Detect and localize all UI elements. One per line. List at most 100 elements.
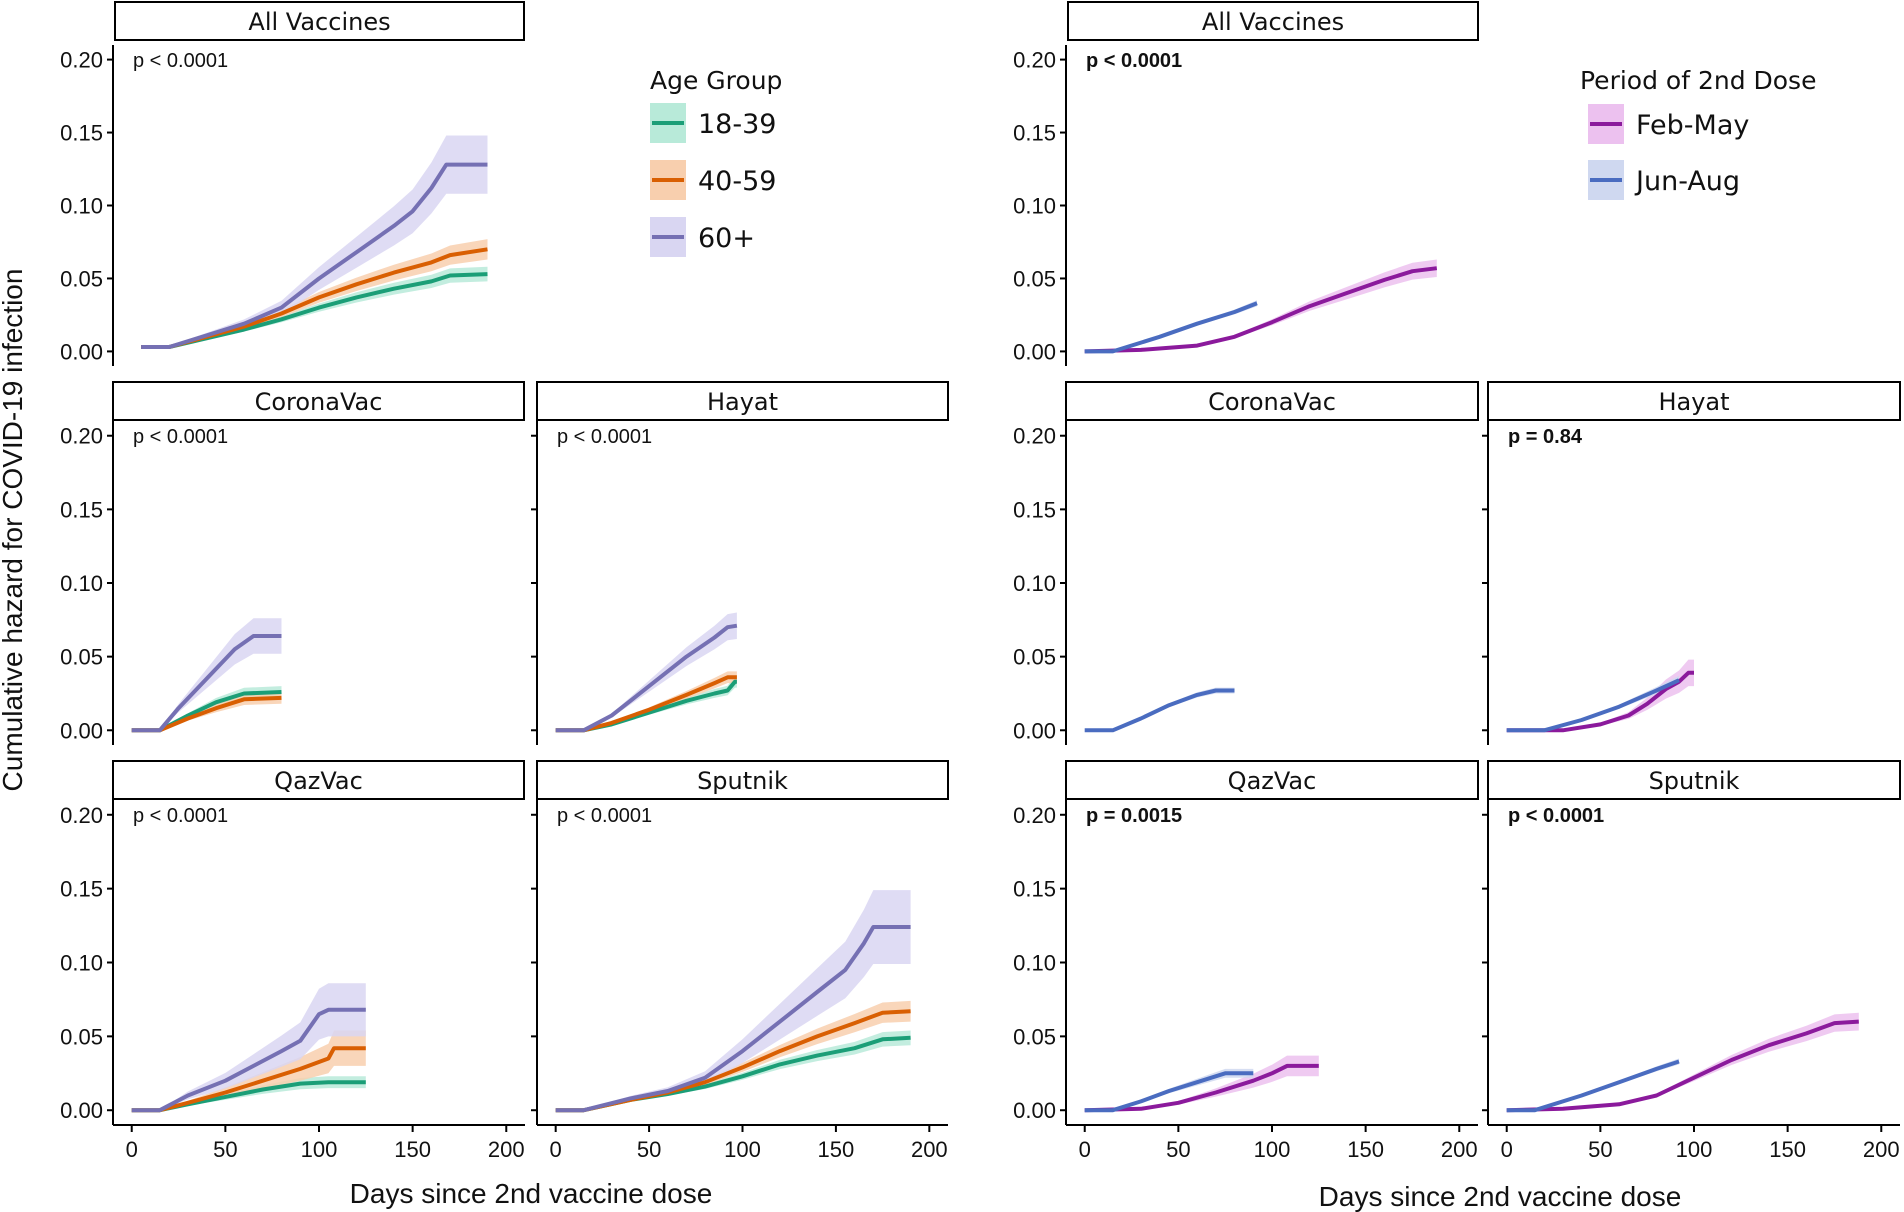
band-Feb-May <box>1506 1012 1859 1111</box>
y-tick-label: 0.10 <box>1013 194 1056 219</box>
legend-label: 18-39 <box>698 109 776 140</box>
legend-period-title: Period of 2nd Dose <box>1580 66 1816 95</box>
panel-3: QazVac 0 50 100 150 200 0.00 0.05 0.10 0.15 0.20 p … <box>60 760 525 1162</box>
y-tick-label: 0.05 <box>1013 266 1056 291</box>
panel-4: Sputnik 0 50 100 150 200 p < 0.0001 <box>531 760 949 1162</box>
band-Feb-May <box>1084 259 1437 352</box>
line-60+ <box>131 1007 366 1113</box>
panel-strip <box>1487 381 1901 421</box>
y-tick-label: 0.10 <box>60 194 103 219</box>
panel-0: All Vaccines 0.00 0.05 0.10 0.15 0.20 p < 0.00… <box>60 1 525 366</box>
line-Jun-Aug <box>1084 688 1235 733</box>
panel-strip <box>1067 1 1479 41</box>
y-tick-label: 0.20 <box>1013 424 1056 449</box>
line-Feb-May <box>1506 670 1694 733</box>
y-tick-label: 0.15 <box>60 877 103 902</box>
panel-title: QazVac <box>1228 767 1317 795</box>
y-tick-label: 0.20 <box>60 803 103 828</box>
panel-title: Hayat <box>707 388 778 416</box>
p-value: p < 0.0001 <box>557 805 652 827</box>
x-tick-label: 0 <box>1079 1137 1091 1162</box>
y-axis-title: Cumulative hazard for COVID-19 infection <box>0 269 28 792</box>
line-60+ <box>131 634 282 733</box>
y-tick-label: 0.20 <box>60 48 103 73</box>
legend-label: Jun-Aug <box>1634 166 1740 197</box>
panel-strip <box>112 760 525 800</box>
y-tick-label: 0.20 <box>60 424 103 449</box>
p-value: p = 0.84 <box>1508 426 1583 448</box>
legend-age: Age Group 18-39 40-59 60+ <box>650 66 782 257</box>
y-tick-label: 0.05 <box>1013 645 1056 670</box>
band-Feb-May <box>1506 659 1694 731</box>
y-tick-label: 0.10 <box>60 951 103 976</box>
x-axis-title-right: Days since 2nd vaccine dose <box>1319 1181 1682 1212</box>
x-tick-label: 0 <box>550 1137 562 1162</box>
band-Jun-Aug <box>1084 300 1257 352</box>
band-60+ <box>555 612 737 731</box>
y-tick-label: 0.20 <box>1013 803 1056 828</box>
legend-label: Feb-May <box>1636 110 1749 141</box>
band-60+ <box>555 890 911 1111</box>
line-Feb-May <box>1084 1063 1319 1113</box>
panel-8: QazVac 0 50 100 150 200 0.00 0.05 0.10 0.15 0.20 p … <box>1013 760 1479 1162</box>
panel-strip <box>114 1 525 41</box>
band-60+ <box>141 135 488 348</box>
panel-6: CoronaVac 0.00 0.05 0.10 0.15 0.20 <box>1013 381 1479 745</box>
panel-title: CoronaVac <box>1208 388 1336 416</box>
panel-7: Hayat p = 0.84 <box>1482 381 1901 745</box>
x-tick-label: 150 <box>394 1137 431 1162</box>
y-tick-label: 0.05 <box>60 266 103 291</box>
y-tick-label: 0.00 <box>1013 1098 1056 1123</box>
line-60+ <box>555 925 911 1113</box>
legend-period: Period of 2nd Dose Feb-May Jun-Aug <box>1580 66 1816 200</box>
band-60+ <box>131 618 282 731</box>
y-tick-label: 0.05 <box>1013 1024 1056 1049</box>
line-Feb-May <box>1506 1019 1859 1113</box>
panel-title: Sputnik <box>1649 767 1740 795</box>
panel-strip <box>536 381 949 421</box>
y-tick-label: 0.00 <box>1013 339 1056 364</box>
x-tick-label: 150 <box>1347 1137 1384 1162</box>
y-tick-label: 0.15 <box>1013 121 1056 146</box>
band-Jun-Aug <box>1506 1058 1679 1111</box>
x-tick-label: 200 <box>488 1137 525 1162</box>
x-tick-label: 100 <box>724 1137 761 1162</box>
y-tick-label: 0.10 <box>1013 571 1056 596</box>
x-tick-label: 0 <box>1501 1137 1513 1162</box>
p-value: p < 0.0001 <box>133 805 228 827</box>
y-tick-label: 0.20 <box>1013 48 1056 73</box>
line-40-59 <box>131 1046 366 1113</box>
panel-title: Hayat <box>1658 388 1729 416</box>
p-value: p = 0.0015 <box>1086 805 1182 827</box>
x-tick-label: 100 <box>1254 1137 1291 1162</box>
y-tick-label: 0.15 <box>1013 497 1056 522</box>
p-value: p < 0.0001 <box>133 426 228 448</box>
p-value: p < 0.0001 <box>1508 805 1604 827</box>
legend-label: 60+ <box>698 223 755 254</box>
line-Jun-Aug <box>1084 1071 1254 1113</box>
y-tick-label: 0.00 <box>60 1098 103 1123</box>
line-Jun-Aug <box>1506 678 1680 733</box>
p-value: p < 0.0001 <box>133 50 228 72</box>
panel-5: All Vaccines 0.00 0.05 0.10 0.15 0.20 p < 0.00… <box>1013 1 1479 366</box>
x-tick-label: 0 <box>126 1137 138 1162</box>
panel-title: QazVac <box>274 767 363 795</box>
x-tick-label: 100 <box>1676 1137 1713 1162</box>
band-40-59 <box>555 671 737 731</box>
panel-strip <box>1065 760 1479 800</box>
panel-title: CoronaVac <box>255 388 383 416</box>
legend-label: 40-59 <box>698 166 776 197</box>
panel-strip <box>536 760 949 800</box>
panel-9: Sputnik 0 50 100 150 200 p < 0.0001 <box>1482 760 1901 1162</box>
y-tick-label: 0.15 <box>60 497 103 522</box>
panel-title: All Vaccines <box>248 8 390 36</box>
panel-strip <box>1065 381 1479 421</box>
x-axis-title-left: Days since 2nd vaccine dose <box>350 1178 713 1209</box>
y-tick-label: 0.15 <box>60 121 103 146</box>
x-tick-label: 200 <box>1441 1137 1478 1162</box>
x-tick-label: 200 <box>1863 1137 1900 1162</box>
x-tick-label: 50 <box>637 1137 661 1162</box>
band-40-59 <box>131 1030 366 1111</box>
panel-strip <box>112 381 525 421</box>
